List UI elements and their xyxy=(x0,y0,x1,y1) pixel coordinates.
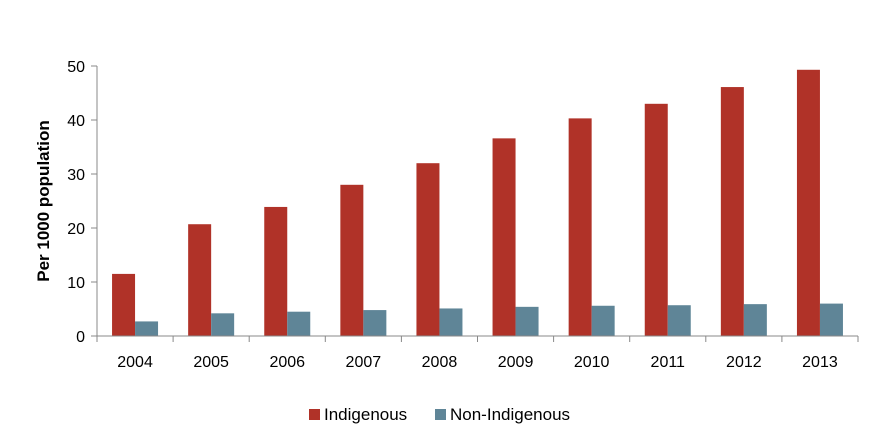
bar-non-indigenous-2009 xyxy=(515,306,539,336)
bar-non-indigenous-2011 xyxy=(667,305,691,336)
bar-indigenous-2010 xyxy=(568,118,592,336)
bar-non-indigenous-2012 xyxy=(743,304,767,336)
x-tick-label: 2004 xyxy=(117,354,153,371)
y-tick-label: 40 xyxy=(67,113,85,130)
y-tick-label: 20 xyxy=(67,221,85,238)
legend-label-non-indigenous: Non-Indigenous xyxy=(450,405,570,424)
bar-indigenous-2011 xyxy=(644,103,668,336)
bar-indigenous-2013 xyxy=(796,69,820,336)
bar-non-indigenous-2013 xyxy=(819,303,843,336)
y-axis-ticks: 0 10 20 30 40 50 xyxy=(67,59,97,346)
bar-indigenous-2009 xyxy=(492,138,516,336)
y-axis-title: Per 1000 population xyxy=(34,120,53,282)
bar-indigenous-2012 xyxy=(720,87,744,336)
x-tick-label: 2007 xyxy=(346,354,382,371)
bar-non-indigenous-2010 xyxy=(591,305,615,336)
x-tick-label: 2013 xyxy=(802,354,838,371)
bar-non-indigenous-2005 xyxy=(211,313,235,336)
bar-non-indigenous-2004 xyxy=(135,321,159,336)
x-tick-label: 2011 xyxy=(651,354,686,371)
y-tick-label: 50 xyxy=(67,59,85,76)
plot-area xyxy=(112,69,843,336)
bar-non-indigenous-2006 xyxy=(287,311,311,336)
bar-indigenous-2005 xyxy=(188,224,212,336)
bar-indigenous-2004 xyxy=(112,273,136,336)
x-axis-ticks: 2004 2005 2006 2007 2008 2009 2010 2011 2012 2013 xyxy=(96,336,859,371)
bar-non-indigenous-2008 xyxy=(439,308,463,336)
bar-indigenous-2007 xyxy=(340,184,364,336)
y-tick-label: 0 xyxy=(76,329,85,346)
y-tick-label: 30 xyxy=(67,167,85,184)
x-tick-label: 2010 xyxy=(574,354,610,371)
y-tick-label: 10 xyxy=(67,275,85,292)
legend-label-indigenous: Indigenous xyxy=(324,405,407,424)
x-tick-label: 2009 xyxy=(498,354,534,371)
bar-non-indigenous-2007 xyxy=(363,310,387,336)
x-tick-label: 2012 xyxy=(726,354,762,371)
legend-swatch-non-indigenous xyxy=(435,409,446,420)
bar-indigenous-2006 xyxy=(264,206,288,336)
x-tick-label: 2005 xyxy=(193,354,229,371)
bar-indigenous-2008 xyxy=(416,163,440,336)
x-tick-label: 2006 xyxy=(269,354,305,371)
legend-swatch-indigenous xyxy=(309,409,320,420)
legend: Indigenous Non-Indigenous xyxy=(309,405,570,424)
x-tick-label: 2008 xyxy=(422,354,458,371)
